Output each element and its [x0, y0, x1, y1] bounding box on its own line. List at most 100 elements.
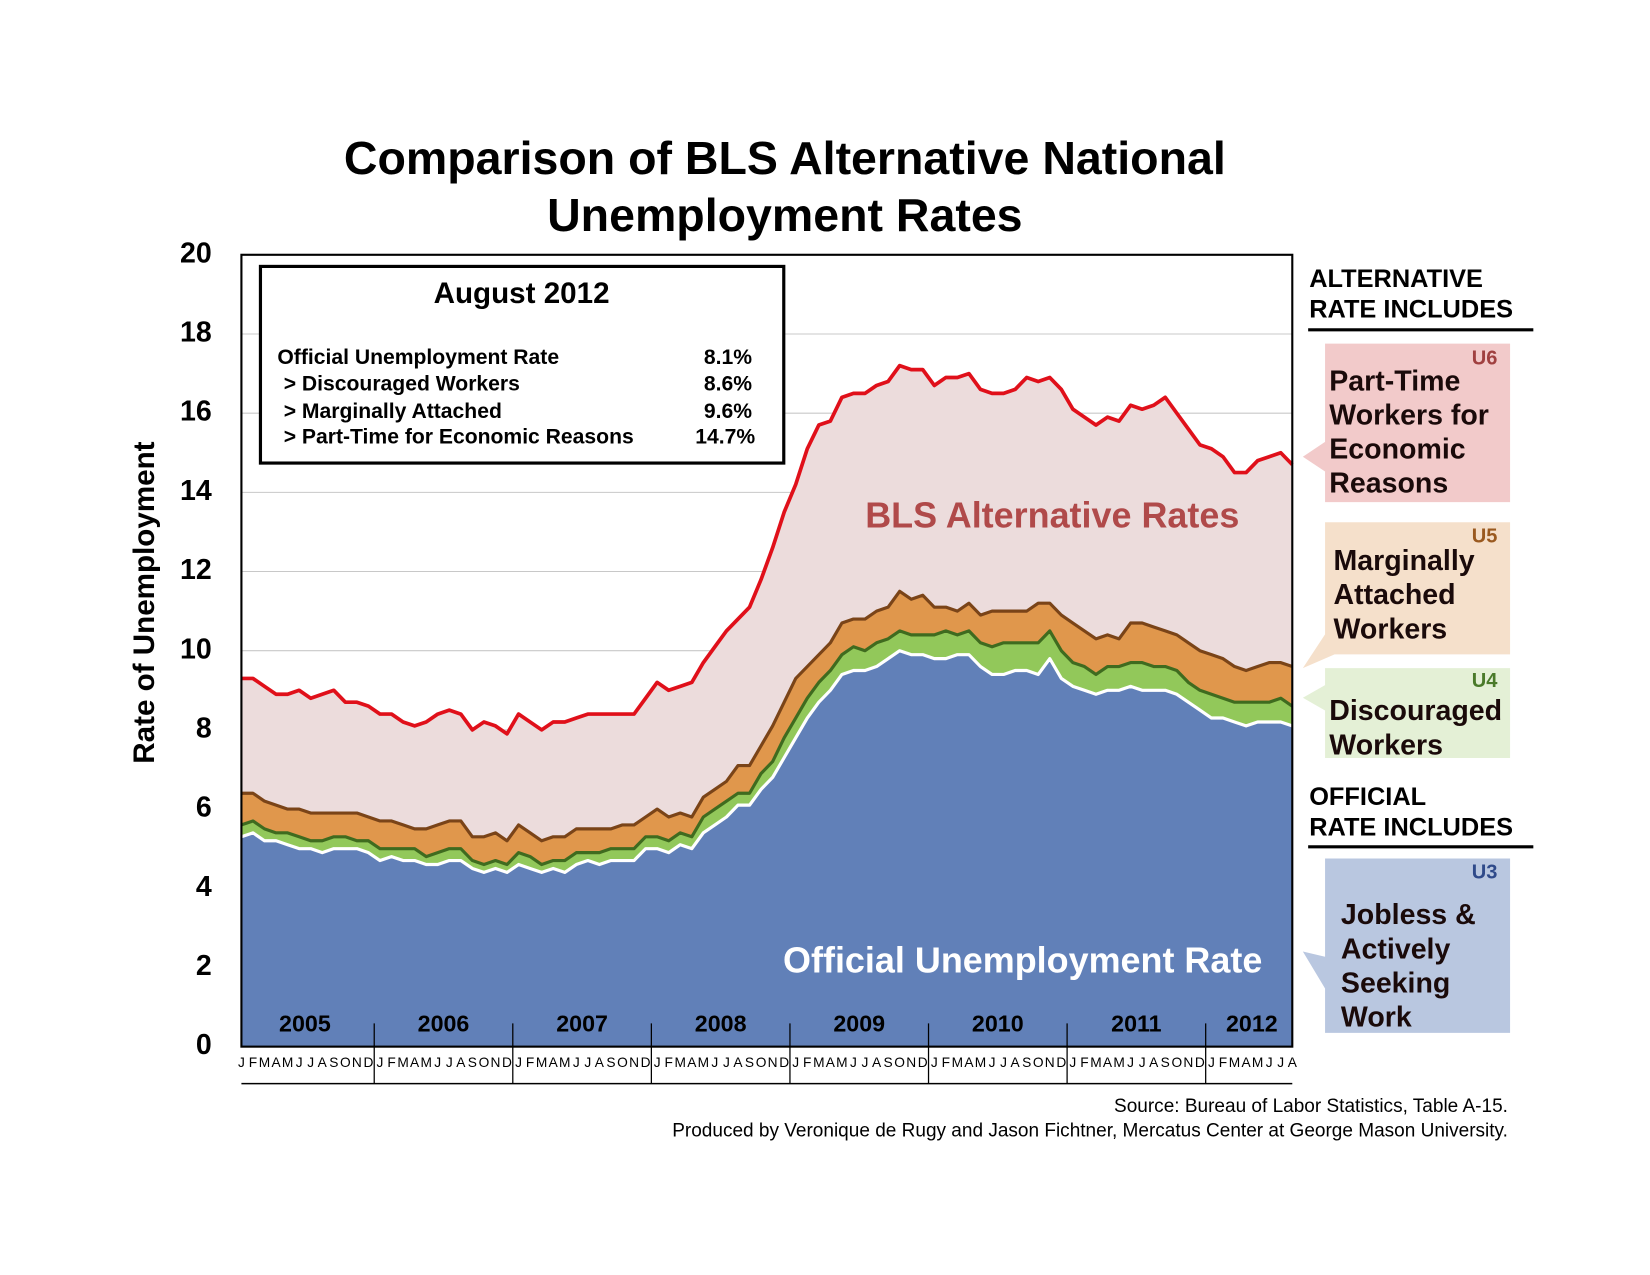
x-tick-label: D [1056, 1055, 1066, 1070]
x-tick-label: J [931, 1055, 938, 1070]
x-tick-label: M [698, 1055, 709, 1070]
x-tick-label: A [318, 1055, 328, 1070]
x-tick-label: N [768, 1055, 778, 1070]
y-tick-label: 2 [196, 950, 212, 982]
x-tick-label: N [491, 1055, 501, 1070]
summary-label: > Part-Time for Economic Reasons [284, 425, 634, 448]
y-tick-label: 10 [180, 633, 212, 665]
x-tick-label: M [282, 1055, 293, 1070]
summary-label: Official Unemployment Rate [277, 346, 559, 369]
x-tick-label: J [573, 1055, 580, 1070]
year-label: 2010 [972, 1011, 1024, 1037]
summary-value: 9.6% [704, 400, 752, 423]
x-tick-label: D [918, 1055, 928, 1070]
x-tick-label: A [733, 1055, 743, 1070]
x-tick-label: J [654, 1055, 661, 1070]
legend-label: Attached [1334, 579, 1456, 611]
x-tick-label: M [1229, 1055, 1240, 1070]
x-tick-label: J [584, 1055, 591, 1070]
y-tick-label: 0 [196, 1029, 212, 1061]
summary-label: > Discouraged Workers [284, 372, 520, 395]
legend-label: Discouraged [1329, 695, 1502, 727]
x-tick-label: J [296, 1055, 303, 1070]
x-tick-label: J [1266, 1055, 1273, 1070]
y-tick-label: 14 [180, 475, 212, 507]
chart-title: Unemployment Rates [547, 189, 1022, 241]
side-panel: ALTERNATIVE RATE INCLUDES OFFICIAL RATE … [1302, 265, 1534, 1033]
x-tick-label: M [975, 1055, 986, 1070]
y-axis-label: Rate of Unemployment [128, 441, 161, 763]
legend-label: Seeking [1341, 967, 1450, 999]
summary-label: > Marginally Attached [284, 400, 502, 423]
callout-tag: U6 [1472, 348, 1498, 370]
x-tick-label: O [479, 1055, 490, 1070]
y-tick-label: 18 [180, 317, 212, 349]
x-tick-label: A [1011, 1055, 1021, 1070]
x-tick-label: S [329, 1055, 338, 1070]
y-tick-label: 20 [180, 237, 212, 269]
x-tick-label: A [964, 1055, 974, 1070]
x-tick-label: J [515, 1055, 522, 1070]
x-tick-label: O [1171, 1055, 1182, 1070]
area-edge [240, 649, 1293, 875]
x-tick-label: A [456, 1055, 466, 1070]
y-tick-label: 8 [196, 712, 212, 744]
summary-frame [258, 264, 786, 465]
y-tick-label: 16 [180, 396, 212, 428]
x-tick-label: S [606, 1055, 615, 1070]
x-tick-label: J [1000, 1055, 1007, 1070]
x-tick-label: A [595, 1055, 605, 1070]
x-tick-label: J [238, 1055, 245, 1070]
x-tick-label: M [675, 1055, 686, 1070]
x-tick-label: N [629, 1055, 639, 1070]
summary-value: 8.1% [704, 346, 752, 369]
x-tick-label: S [1022, 1055, 1031, 1070]
source-note: Source: Bureau of Labor Statistics, Tabl… [1114, 1096, 1508, 1117]
year-label: 2012 [1226, 1011, 1278, 1037]
summary-box: August 2012 Official Unemployment Rate >… [258, 264, 786, 465]
x-tick-label: O [756, 1055, 767, 1070]
x-tick-label: F [526, 1055, 534, 1070]
x-tick-label: J [850, 1055, 857, 1070]
callout-box [1302, 668, 1511, 759]
x-tick-label: N [352, 1055, 362, 1070]
x-tick-label: M [952, 1055, 963, 1070]
plot-frame [240, 253, 1294, 1048]
x-tick-label: M [836, 1055, 847, 1070]
x-tick-label: M [1113, 1055, 1124, 1070]
legend-label: Jobless & [1341, 899, 1476, 931]
area-label: BLS Alternative Rates [865, 495, 1239, 536]
year-label: 2009 [833, 1011, 885, 1037]
x-tick-label: O [340, 1055, 351, 1070]
x-tick-label: S [468, 1055, 477, 1070]
y-tick-label: 4 [196, 871, 212, 903]
x-tick-label: F [942, 1055, 950, 1070]
legend-label: Part-Time [1329, 365, 1460, 397]
year-label: 2008 [695, 1011, 747, 1037]
x-tick-label: J [1139, 1055, 1146, 1070]
x-tick-label: S [884, 1055, 893, 1070]
area [241, 650, 1293, 1047]
x-tick-label: D [363, 1055, 373, 1070]
x-tick-label: J [307, 1055, 314, 1070]
source-note: Produced by Veronique de Rugy and Jason … [672, 1120, 1508, 1141]
x-tick-label: A [1288, 1055, 1298, 1070]
legend-label: Workers [1334, 613, 1448, 645]
x-tick-label: J [1208, 1055, 1215, 1070]
legend-label: Workers [1329, 729, 1443, 761]
legend-label: Marginally [1334, 545, 1475, 577]
area-edge [240, 629, 1294, 867]
year-label: 2006 [418, 1011, 470, 1037]
panel-header: RATE INCLUDES [1309, 814, 1513, 842]
x-tick-label: M [259, 1055, 270, 1070]
x-tick-label: F [387, 1055, 395, 1070]
x-tick-label: N [1183, 1055, 1193, 1070]
area-edge [241, 589, 1293, 843]
x-tick-label: A [826, 1055, 836, 1070]
x-tick-label: D [502, 1055, 512, 1070]
x-tick-label: D [641, 1055, 651, 1070]
x-tick-label: M [1252, 1055, 1263, 1070]
x-tick-label: A [549, 1055, 559, 1070]
x-tick-label: A [410, 1055, 420, 1070]
